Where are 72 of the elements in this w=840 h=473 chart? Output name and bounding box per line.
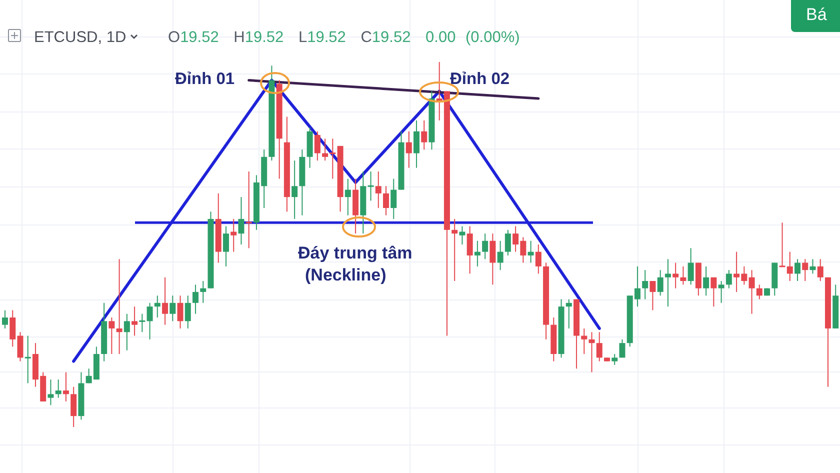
- candlestick: [657, 270, 664, 296]
- candlestick: [688, 248, 694, 286]
- candlestick: [230, 218, 237, 252]
- candlestick: [192, 284, 199, 314]
- candlestick: [413, 120, 420, 168]
- candlestick: [619, 338, 626, 358]
- candlestick: [48, 379, 54, 406]
- candlestick: [474, 240, 480, 267]
- candlestick: [368, 171, 374, 202]
- candlestick: [528, 240, 534, 264]
- candlestick: [642, 270, 648, 300]
- text: O19.52 H19.52 L19.52 C19.52 0.00 (0.00%): [168, 29, 520, 46]
- ref-line-label: Đáy trung tâm (Neckline): [298, 244, 412, 285]
- candlestick: [466, 226, 473, 274]
- candlestick: [664, 258, 671, 308]
- annotation: Đỉnh 01: [175, 70, 235, 88]
- annotation: Đỉnh 02: [450, 70, 510, 88]
- candlestick: [62, 372, 69, 402]
- chart-title: ETCUSD, 1D: [34, 29, 126, 46]
- candlestick: [680, 266, 686, 286]
- candlestick: [344, 178, 351, 216]
- candlestick: [490, 233, 496, 286]
- candlestick: [650, 280, 656, 311]
- candlestick: [162, 276, 168, 326]
- candlestick: [383, 186, 390, 216]
- candlestick: [24, 335, 31, 384]
- candlestick: [566, 298, 572, 329]
- button[interactable]: Bá: [791, 0, 840, 32]
- candlestick: [200, 280, 206, 304]
- candlestick: [154, 295, 160, 318]
- candlestick: [535, 244, 542, 274]
- candlestick: [452, 218, 458, 282]
- candlestick: [672, 262, 679, 289]
- candlestick: [170, 295, 176, 322]
- candlestick: [406, 130, 412, 168]
- candlestick: [292, 160, 298, 220]
- candlestick: [710, 276, 717, 308]
- candlestick: [718, 280, 724, 304]
- candlestick: [222, 226, 229, 267]
- candlestick: [70, 386, 77, 428]
- candlestick: [596, 332, 602, 362]
- candlestick: [817, 258, 824, 282]
- candlestick: [581, 328, 588, 354]
- candlestick: [390, 178, 397, 220]
- candlestick: [726, 270, 732, 289]
- candlestick: [703, 266, 710, 296]
- candlestick: [314, 130, 320, 162]
- candlestick: [802, 258, 808, 282]
- candlestick: [459, 226, 466, 245]
- candlestick: [108, 317, 115, 354]
- candlestick: [756, 284, 762, 300]
- candlestick: [421, 120, 428, 150]
- candlestick: [146, 302, 153, 340]
- candlestick: [116, 258, 122, 354]
- candlestick: [124, 313, 130, 351]
- candlestick: [246, 171, 252, 249]
- candlestick: [375, 171, 382, 208]
- candlestick: [2, 310, 8, 329]
- candlestick: [504, 229, 511, 256]
- candlestick: [139, 313, 146, 333]
- candlestick: [55, 379, 62, 398]
- candlestick: [238, 196, 244, 245]
- candlestick: [588, 332, 595, 373]
- candlestick: [497, 240, 504, 271]
- candlestick: [482, 233, 488, 260]
- candlestick: [177, 295, 184, 329]
- candlestick: [612, 354, 618, 366]
- candlestick: [132, 306, 138, 336]
- candlestick: [748, 270, 755, 314]
- candlestick: [184, 295, 191, 329]
- candlestick: [794, 258, 800, 282]
- candlestick: [810, 258, 816, 274]
